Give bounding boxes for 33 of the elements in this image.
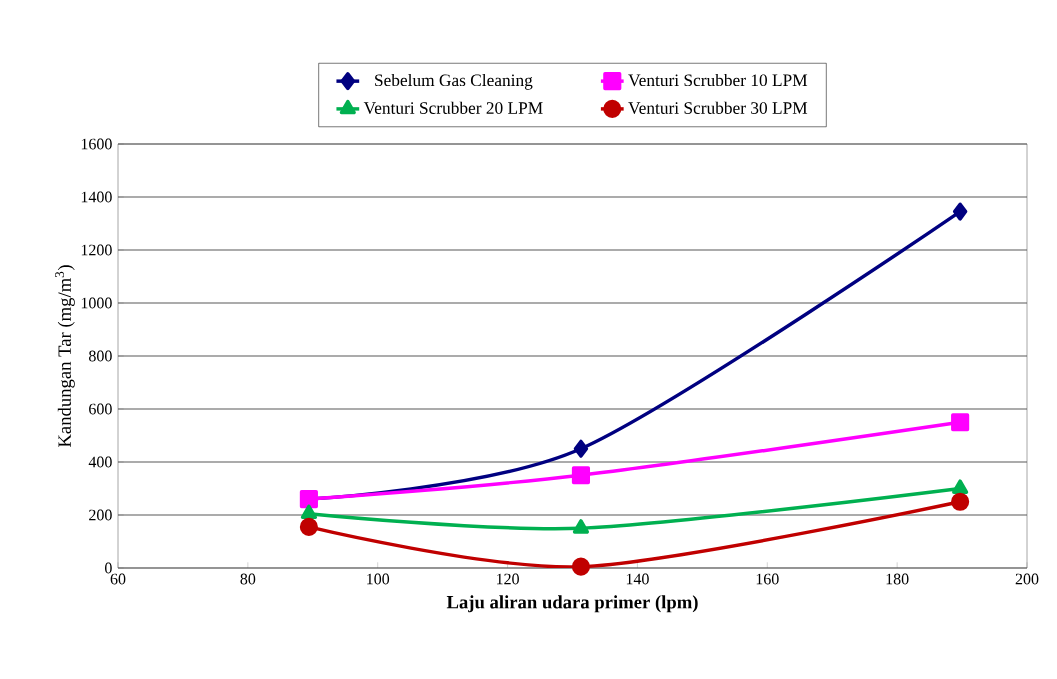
- x-tick-label: 160: [756, 573, 779, 585]
- y-axis-title: Kandungan Tar (mg/m$^{3}$): [55, 265, 75, 448]
- point: [299, 517, 318, 536]
- point: [573, 439, 589, 458]
- legend-label: Venturi Scrubber 10 LPM: [628, 73, 808, 87]
- point: [952, 202, 968, 221]
- y-tick-label: 1600: [81, 138, 112, 150]
- x-tick-label: 180: [886, 573, 909, 585]
- x-tick-label: 120: [496, 573, 519, 585]
- legend-label: Venturi Scrubber 30 LPM: [628, 101, 808, 114]
- point: [571, 557, 591, 576]
- x-tick-label: 200: [1015, 573, 1039, 585]
- y-tick-label: 800: [89, 350, 112, 362]
- legend-label: Venturi Scrubber 20 LPM: [363, 101, 543, 114]
- legend-label: Sebelum Gas Cleaning: [375, 73, 533, 90]
- x-axis-title: Laju aliran udara primer (lpm): [446, 595, 698, 613]
- point: [951, 492, 970, 511]
- point: [571, 466, 591, 485]
- point: [300, 504, 317, 520]
- y-tick-label: 1000: [81, 297, 112, 309]
- y-tick-label: 600: [89, 403, 112, 415]
- x-tick-label: 80: [240, 573, 256, 585]
- point: [572, 519, 590, 534]
- y-tick-label: 1400: [81, 191, 112, 203]
- y-tick-label: 0: [105, 562, 112, 574]
- y-tick-label: 400: [88, 456, 112, 468]
- point: [952, 479, 969, 494]
- y-tick-label: 1200: [81, 244, 112, 256]
- x-tick-label: 60: [110, 573, 126, 585]
- y-tick-label: 200: [89, 509, 112, 521]
- point: [951, 413, 970, 432]
- x-tick-label: 140: [626, 573, 649, 585]
- x-tick-label: 100: [367, 573, 390, 585]
